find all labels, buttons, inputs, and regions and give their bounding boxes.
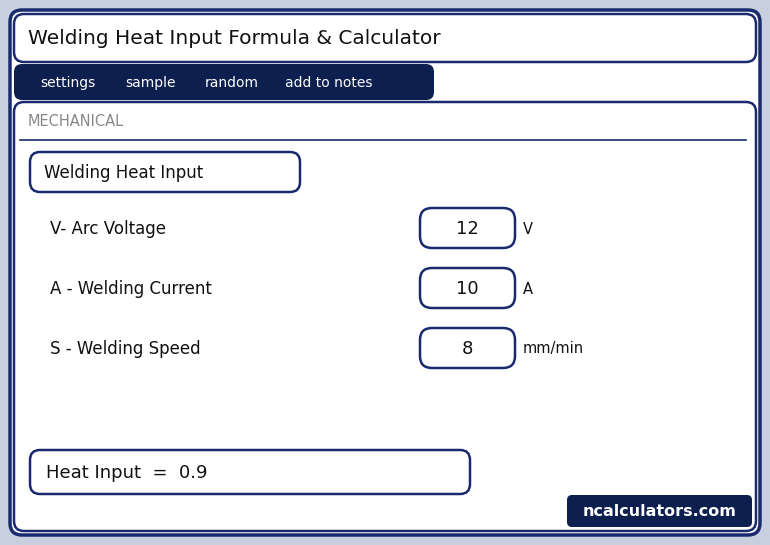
Text: Welding Heat Input Formula & Calculator: Welding Heat Input Formula & Calculator xyxy=(28,28,440,47)
Text: 12: 12 xyxy=(456,220,479,238)
FancyBboxPatch shape xyxy=(14,14,756,62)
FancyBboxPatch shape xyxy=(567,495,752,527)
Text: ncalculators.com: ncalculators.com xyxy=(583,505,736,519)
FancyBboxPatch shape xyxy=(30,450,470,494)
Text: sample: sample xyxy=(125,76,176,90)
Text: add to notes: add to notes xyxy=(285,76,373,90)
Text: MECHANICAL: MECHANICAL xyxy=(28,114,124,130)
Text: V: V xyxy=(523,221,533,237)
Text: Heat Input  =  0.9: Heat Input = 0.9 xyxy=(46,464,207,482)
FancyBboxPatch shape xyxy=(30,152,300,192)
Text: A: A xyxy=(523,282,533,296)
Text: Welding Heat Input: Welding Heat Input xyxy=(44,164,203,182)
FancyBboxPatch shape xyxy=(14,102,756,531)
Text: V- Arc Voltage: V- Arc Voltage xyxy=(50,220,166,238)
Text: A - Welding Current: A - Welding Current xyxy=(50,280,212,298)
Text: mm/min: mm/min xyxy=(523,342,584,356)
FancyBboxPatch shape xyxy=(14,64,434,100)
FancyBboxPatch shape xyxy=(420,328,515,368)
FancyBboxPatch shape xyxy=(420,208,515,248)
Text: settings: settings xyxy=(40,76,95,90)
FancyBboxPatch shape xyxy=(10,10,760,535)
Text: S - Welding Speed: S - Welding Speed xyxy=(50,340,201,358)
Text: random: random xyxy=(205,76,259,90)
Text: 8: 8 xyxy=(462,340,474,358)
FancyBboxPatch shape xyxy=(420,268,515,308)
Text: 10: 10 xyxy=(456,280,479,298)
